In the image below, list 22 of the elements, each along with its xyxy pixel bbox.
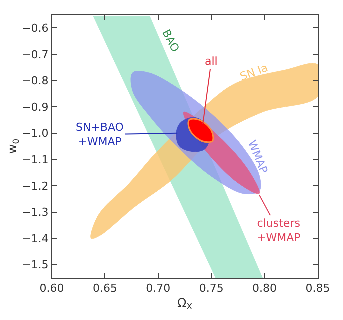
y-tick-label: −0.6 <box>22 22 49 35</box>
x-tick-label: 0.75 <box>199 282 224 296</box>
text: clusters +WMAP <box>257 217 302 244</box>
y-tick-label: −1.0 <box>22 127 49 140</box>
text: SN+BAO +WMAP <box>76 121 124 148</box>
x-axis-title: Ω$_{X}$ <box>178 296 193 312</box>
y-tick-label: −1.3 <box>22 206 49 220</box>
y-tick-label: −1.5 <box>22 258 49 272</box>
text: SN Ia <box>238 61 270 84</box>
x-tick-label: 0.70 <box>146 282 171 296</box>
y-tick-label: −0.7 <box>22 48 49 62</box>
text: all <box>205 55 218 68</box>
y-tick-label: −1.1 <box>22 154 49 166</box>
y-tick-label: −1.4 <box>22 232 49 246</box>
x-tick-label: 0.60 <box>40 282 64 296</box>
y-tick-label: −0.9 <box>22 100 49 114</box>
x-tick-label: 0.85 <box>306 282 330 296</box>
y-tick-label: −1.2 <box>22 180 49 193</box>
text: BAO <box>160 28 182 55</box>
y-tick-label: −0.8 <box>22 74 49 88</box>
x-tick-label: 0.80 <box>252 282 278 296</box>
x-tick-label: 0.65 <box>92 282 118 296</box>
